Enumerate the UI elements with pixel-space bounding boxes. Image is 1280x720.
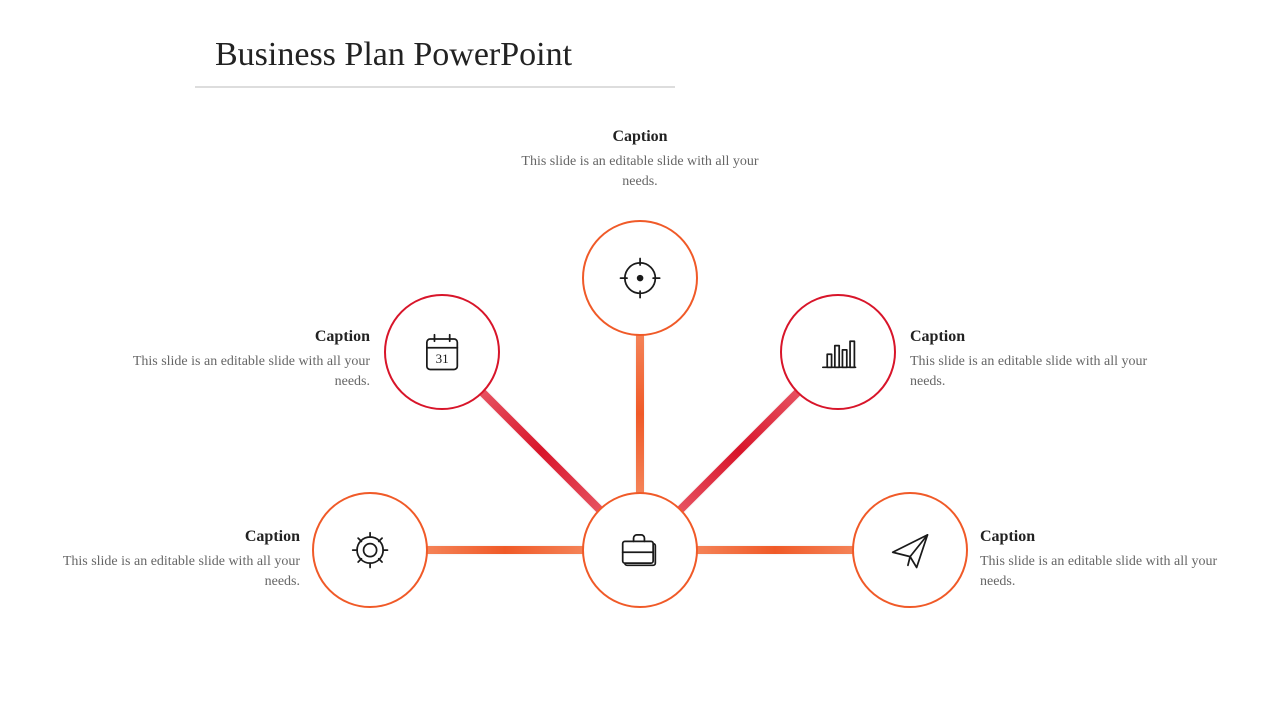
caption-title: Caption (520, 128, 760, 146)
hub-node (582, 492, 698, 608)
target-icon (614, 252, 666, 304)
caption-desc: This slide is an editable slide with all… (130, 352, 370, 391)
caption-desc: This slide is an editable slide with all… (520, 152, 760, 191)
caption-desc: This slide is an editable slide with all… (980, 552, 1220, 591)
paper-plane-icon (884, 524, 936, 576)
svg-text:31: 31 (435, 351, 448, 366)
caption-c5: Caption This slide is an editable slide … (980, 528, 1220, 591)
node-n2: 31 (384, 294, 500, 410)
node-n5 (852, 492, 968, 608)
slide-canvas: Business Plan PowerPoint 31 (0, 0, 1280, 720)
caption-title: Caption (60, 528, 300, 546)
caption-c2: Caption This slide is an editable slide … (130, 328, 370, 391)
node-n3 (582, 220, 698, 336)
caption-c3: Caption This slide is an editable slide … (520, 128, 760, 191)
slide-title: Business Plan PowerPoint (215, 36, 572, 74)
caption-desc: This slide is an editable slide with all… (60, 552, 300, 591)
node-n4 (780, 294, 896, 410)
briefcase-icon (614, 524, 666, 576)
calendar-icon: 31 (416, 326, 468, 378)
caption-desc: This slide is an editable slide with all… (910, 352, 1150, 391)
bar-chart-icon (812, 326, 864, 378)
caption-c1: Caption This slide is an editable slide … (60, 528, 300, 591)
gear-icon (344, 524, 396, 576)
caption-title: Caption (910, 328, 1150, 346)
caption-c4: Caption This slide is an editable slide … (910, 328, 1150, 391)
caption-title: Caption (130, 328, 370, 346)
caption-title: Caption (980, 528, 1220, 546)
node-n1 (312, 492, 428, 608)
title-underline (195, 86, 675, 88)
